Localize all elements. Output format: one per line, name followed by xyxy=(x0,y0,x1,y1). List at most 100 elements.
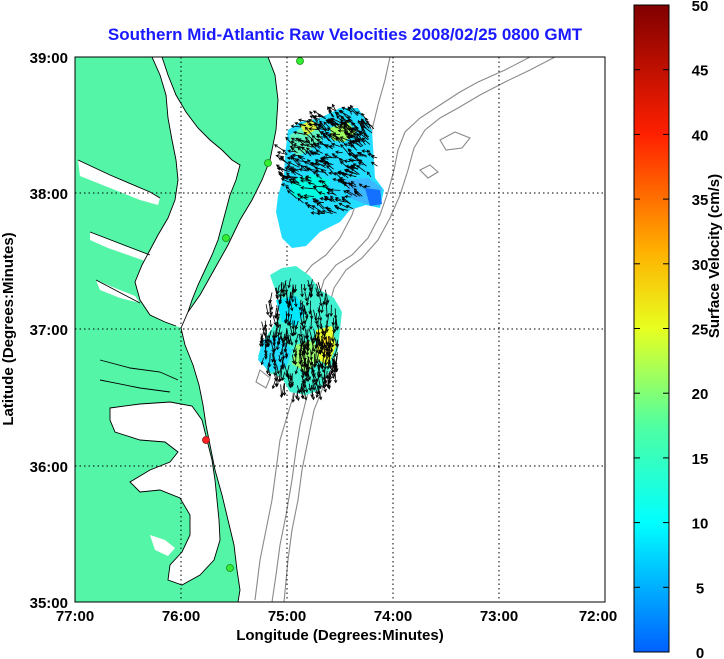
velocity-vector xyxy=(333,345,338,358)
velocity-vector xyxy=(319,294,323,307)
velocity-vector xyxy=(304,380,309,394)
velocity-vector xyxy=(289,181,302,187)
velocity-vector xyxy=(300,179,310,183)
velocity-vector xyxy=(267,365,272,378)
velocity-vector xyxy=(300,379,305,392)
velocity-vector xyxy=(272,333,276,347)
velocity-vector xyxy=(329,188,341,192)
velocity-vector xyxy=(356,132,366,146)
velocity-vector xyxy=(293,324,297,336)
velocity-vector xyxy=(323,195,333,203)
station-marker-1 xyxy=(296,57,304,65)
velocity-vector xyxy=(325,144,334,150)
velocity-vector xyxy=(330,142,340,147)
velocity-vector xyxy=(321,155,336,160)
velocity-vector xyxy=(321,209,333,214)
velocity-vector xyxy=(330,370,335,380)
velocity-vector xyxy=(293,351,298,366)
velocity-vector xyxy=(355,125,360,133)
velocity-vector xyxy=(313,144,321,149)
colorbar-tick-label: 40 xyxy=(692,127,709,144)
velocity-vector xyxy=(295,137,307,144)
velocity-vector xyxy=(306,204,315,211)
velocity-vector xyxy=(269,319,273,328)
coastline-rivers xyxy=(77,159,179,393)
velocity-vector xyxy=(289,301,294,312)
velocity-vector xyxy=(329,304,333,317)
velocity-vector xyxy=(330,195,335,201)
velocity-vector xyxy=(316,372,322,390)
velocity-vector xyxy=(284,349,289,358)
velocity-vector xyxy=(314,313,318,322)
velocity-vector xyxy=(313,162,326,166)
velocity-vector xyxy=(350,165,359,170)
velocity-vector xyxy=(305,329,310,339)
velocity-vector xyxy=(275,372,279,387)
velocity-vector xyxy=(276,337,281,351)
y-tick-label: 37:00 xyxy=(30,322,68,339)
albemarle-pamlico-sound xyxy=(110,402,220,585)
colorbar-tick-label: 25 xyxy=(692,322,709,339)
velocity-vector xyxy=(260,357,264,366)
bathymetry-contour-3 xyxy=(283,57,556,602)
x-tick-label: 76:00 xyxy=(162,608,200,625)
velocity-vector xyxy=(302,284,307,292)
velocity-vector xyxy=(304,126,313,136)
velocity-vector xyxy=(323,359,327,371)
velocity-vector xyxy=(311,135,319,142)
velocity-vector xyxy=(310,138,318,147)
velocity-vector xyxy=(281,349,285,361)
velocity-vector xyxy=(317,338,323,353)
velocity-vector xyxy=(328,106,337,112)
x-tick-label: 72:00 xyxy=(579,608,617,625)
velocity-vector xyxy=(285,291,290,306)
velocity-vector xyxy=(330,331,335,342)
velocity-vector xyxy=(353,132,361,140)
velocity-vector xyxy=(358,132,369,141)
coastline-bay xyxy=(134,57,179,327)
velocity-vector xyxy=(287,278,291,289)
velocity-vector xyxy=(339,136,351,142)
velocity-vector xyxy=(334,111,341,117)
velocity-vector xyxy=(287,149,297,153)
velocity-vector xyxy=(324,153,333,158)
colorbar-tick-label: 30 xyxy=(692,257,709,274)
velocity-vector xyxy=(294,333,299,344)
velocity-vector xyxy=(278,296,283,305)
velocity-vector xyxy=(301,321,305,331)
velocity-vector xyxy=(307,119,318,124)
velocity-vector xyxy=(279,384,284,399)
velocity-vector xyxy=(340,109,348,119)
colorbar-label: Surface Velocity (cm/s) xyxy=(706,174,723,338)
velocity-vector xyxy=(289,167,296,172)
velocity-vector xyxy=(299,301,304,316)
velocity-vector xyxy=(300,186,314,190)
velocity-vector xyxy=(325,320,329,333)
velocity-vector xyxy=(309,317,313,330)
velocity-vector xyxy=(308,383,312,392)
x-tick-label: 74:00 xyxy=(374,608,412,625)
velocity-vector xyxy=(284,313,288,324)
velocity-vector xyxy=(278,293,282,304)
velocity-vector xyxy=(331,358,335,373)
velocity-vector xyxy=(323,121,331,129)
velocity-vector xyxy=(278,157,289,164)
velocity-vector xyxy=(356,164,366,173)
velocity-vector xyxy=(316,133,324,140)
velocity-vector xyxy=(275,312,281,329)
velocity-vector xyxy=(317,123,327,132)
velocity-vector xyxy=(367,152,375,157)
velocity-vector xyxy=(306,119,313,127)
velocity-vector xyxy=(293,284,298,293)
velocity-vector xyxy=(334,150,343,155)
velocity-vector xyxy=(365,120,375,130)
velocity-vector xyxy=(330,120,337,129)
velocity-vector xyxy=(299,362,304,373)
velocity-vector xyxy=(298,123,306,127)
velocity-vector xyxy=(328,171,335,175)
velocity-vector xyxy=(343,143,352,147)
velocity-vector xyxy=(324,206,331,210)
velocity-vector xyxy=(343,190,353,196)
velocity-vector xyxy=(292,342,297,354)
